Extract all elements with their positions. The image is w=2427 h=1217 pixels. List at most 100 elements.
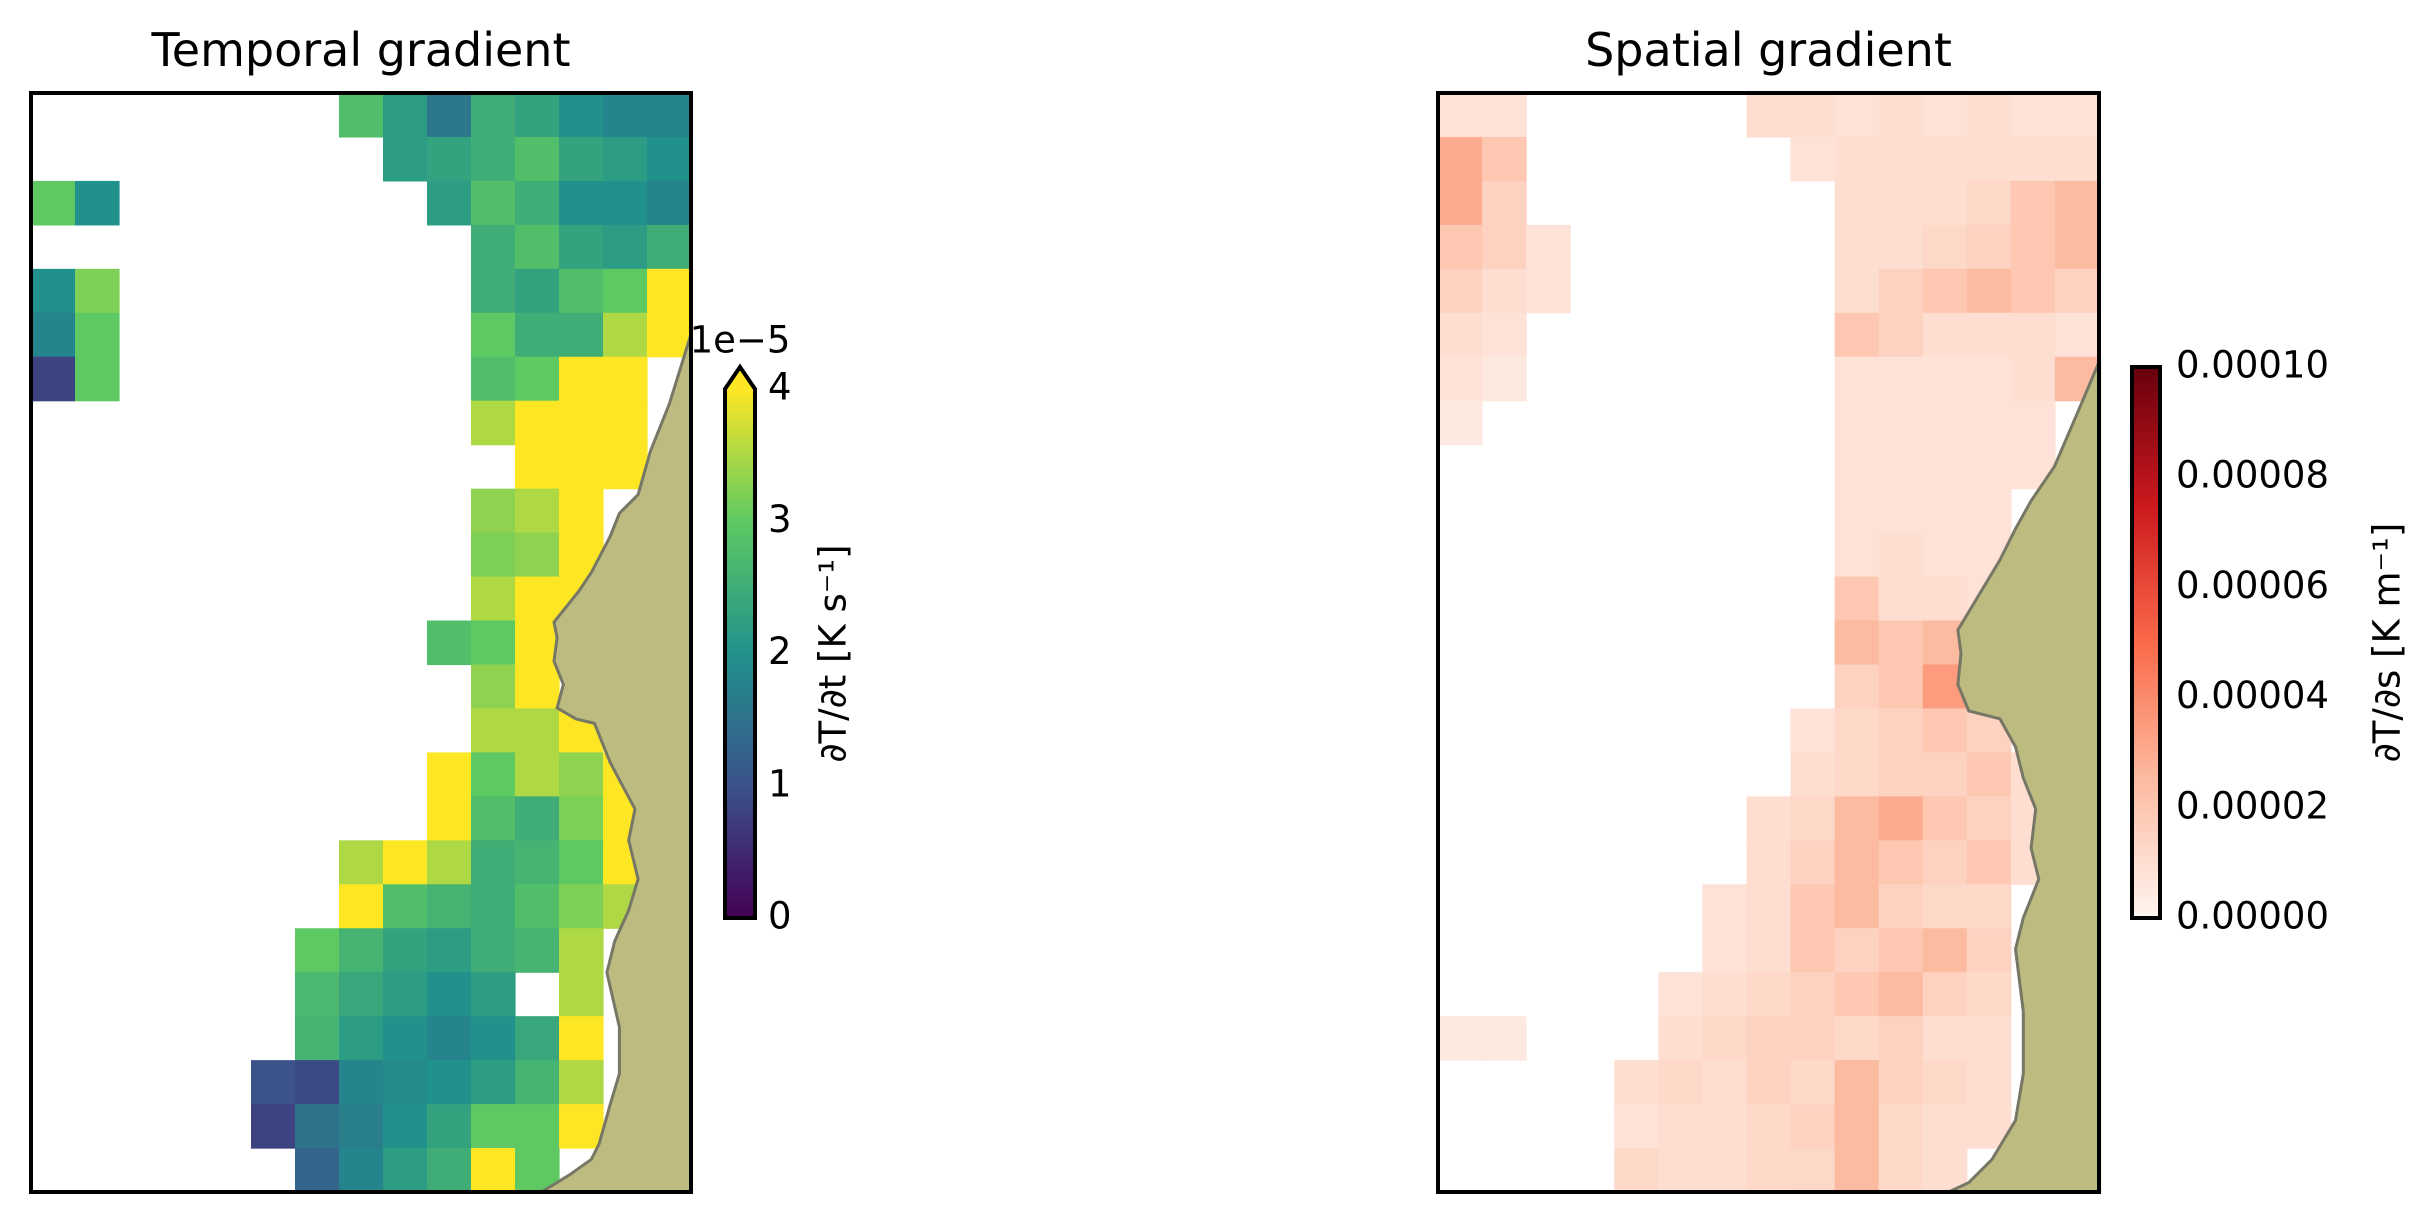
heatmap-cell: [1834, 620, 1880, 666]
heatmap-cell: [1834, 664, 1880, 710]
heatmap-cell: [295, 1104, 340, 1149]
heatmap-cell: [559, 224, 604, 270]
heatmap-cell: [1438, 1016, 1483, 1061]
heatmap-cell: [1878, 928, 1924, 973]
heatmap-cell: [1790, 840, 1836, 885]
heatmap-cell: [559, 1060, 604, 1105]
heatmap-cell: [471, 708, 516, 753]
panel-title: Spatial gradient: [1585, 23, 1952, 77]
heatmap-cell: [383, 1148, 428, 1193]
heatmap-cell: [559, 488, 604, 534]
heatmap-cell: [647, 93, 692, 138]
heatmap-cell: [515, 576, 560, 622]
axes-frame: [29, 91, 693, 1194]
heatmap-cell: [31, 268, 76, 314]
heatmap-cell: [515, 708, 560, 753]
heatmap-cell: [1922, 356, 1968, 402]
heatmap-cell: [2010, 312, 2056, 358]
heatmap-cell: [1702, 884, 1748, 929]
heatmap-cell: [1922, 224, 1968, 270]
heatmap-cell: [1746, 972, 1792, 1017]
heatmap-cell: [647, 224, 692, 270]
heatmap-cell: [1746, 884, 1792, 929]
heatmap-cell: [339, 884, 384, 929]
heatmap-cell: [295, 972, 340, 1017]
heatmap-cell: [383, 972, 428, 1017]
heatmap-cell: [559, 268, 604, 314]
heatmap-cell: [1438, 312, 1483, 358]
heatmap-cell: [1482, 180, 1527, 226]
heatmap-cell: [515, 752, 560, 797]
land: [536, 333, 693, 1194]
heatmap-cell: [1966, 180, 2012, 226]
heatmap-cell: [1790, 1148, 1836, 1193]
heatmap-cell: [559, 884, 604, 929]
heatmap-cell: [427, 136, 472, 182]
heatmap-cell: [1438, 224, 1483, 270]
heatmap-cell: [1658, 1148, 1703, 1193]
heatmap-cell: [1834, 444, 1880, 490]
heatmap-cell: [1746, 840, 1792, 885]
heatmap-cell: [559, 400, 604, 446]
heatmap-cell: [1878, 1016, 1924, 1061]
heatmap-cell: [515, 268, 560, 314]
heatmap-cell: [2010, 400, 2056, 446]
heatmap-cell: [1878, 708, 1924, 753]
heatmap-cell: [295, 1060, 340, 1105]
heatmap-cell: [471, 884, 516, 929]
heatmap-cell: [471, 928, 516, 973]
heatmap-cell: [2054, 224, 2100, 270]
heatmap-cell: [1702, 972, 1748, 1017]
heatmap-cell: [1834, 532, 1880, 578]
heatmap-cell: [1834, 356, 1880, 402]
heatmap-cell: [2054, 180, 2100, 226]
heatmap-cell: [603, 356, 648, 402]
heatmap-cell: [2010, 136, 2056, 182]
heatmap-cell: [559, 928, 604, 973]
heatmap-cell: [1966, 312, 2012, 358]
heatmap-cell: [1702, 1148, 1748, 1193]
heatmap-cell: [1438, 93, 1483, 138]
colorbar-label: ∂T/∂t [K s⁻¹]: [812, 544, 855, 762]
heatmap-cell: [1966, 400, 2012, 446]
heatmap-cell: [1878, 884, 1924, 929]
heatmap-cell: [1790, 928, 1836, 973]
colorbar-tick-label: 4: [768, 366, 792, 409]
heatmap-cell: [427, 884, 472, 929]
heatmap-cell: [1658, 972, 1703, 1017]
heatmap-cell: [427, 972, 472, 1017]
heatmap-cell: [1834, 708, 1880, 753]
heatmap-cell: [1878, 136, 1924, 182]
heatmap-cell: [1790, 1016, 1836, 1061]
heatmap-cell: [1922, 488, 1968, 534]
heatmap-cell: [471, 180, 516, 226]
heatmap-cell: [1966, 840, 2012, 885]
colorbar-tick-label: 0.00010: [2176, 344, 2329, 387]
heatmap-cell: [1878, 664, 1924, 710]
heatmap-cell: [339, 972, 384, 1017]
heatmap-cell: [1746, 1060, 1792, 1105]
heatmap-cell: [515, 136, 560, 182]
heatmap-cell: [1438, 180, 1483, 226]
heatmap-cell: [1966, 972, 2012, 1017]
heatmap-cell: [1746, 1148, 1792, 1193]
heatmap-cell: [1834, 1104, 1880, 1149]
axes-frame: [1436, 91, 2101, 1194]
heatmap-cell: [427, 620, 472, 666]
heatmap-cell: [1746, 1016, 1792, 1061]
heatmap-cell: [427, 928, 472, 973]
heatmap-cell: [339, 1016, 384, 1061]
heatmap-cell: [515, 1016, 560, 1061]
heatmap-cell: [515, 884, 560, 929]
heatmap-cell: [515, 93, 560, 138]
heatmap-cell: [471, 664, 516, 710]
heatmap-cell: [383, 136, 428, 182]
heatmap-cell: [1834, 796, 1880, 841]
heatmap-cell: [1966, 136, 2012, 182]
heatmap-cell: [1834, 752, 1880, 797]
heatmap-cell: [647, 268, 692, 314]
heatmap-cell: [1922, 400, 1968, 446]
heatmap-cell: [383, 1104, 428, 1149]
